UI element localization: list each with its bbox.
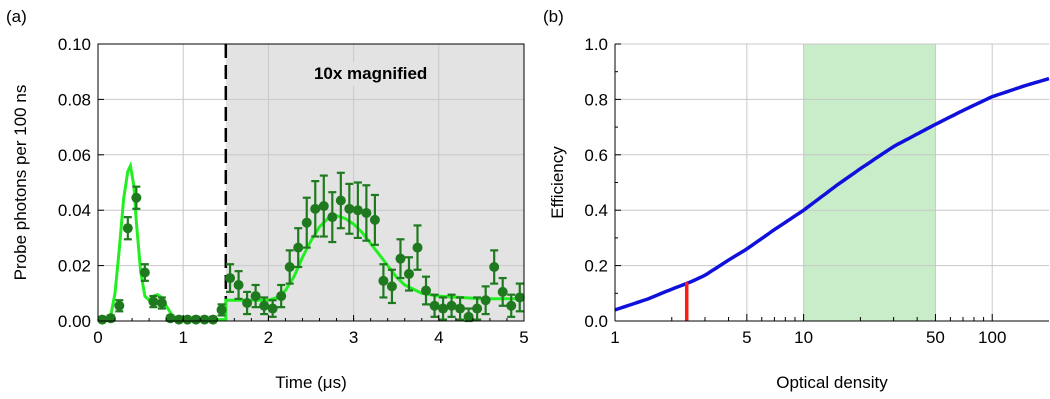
x-axis-label: Optical density bbox=[776, 373, 888, 392]
data-point bbox=[131, 192, 142, 203]
data-point bbox=[114, 300, 125, 311]
data-point bbox=[267, 303, 278, 314]
x-tick-label: 2 bbox=[264, 328, 273, 347]
fit-curve bbox=[98, 160, 524, 322]
data-point bbox=[421, 285, 432, 296]
data-point bbox=[199, 314, 210, 325]
data-point bbox=[105, 313, 116, 324]
annotation-text: 10x magnified bbox=[314, 64, 427, 83]
data-point bbox=[182, 314, 193, 325]
x-tick-label: 1 bbox=[610, 328, 619, 347]
data-point bbox=[318, 201, 329, 212]
data-point bbox=[412, 242, 423, 253]
data-points bbox=[97, 171, 525, 325]
y-tick-label: 0.2 bbox=[584, 257, 608, 276]
data-point bbox=[208, 314, 219, 325]
data-point bbox=[463, 311, 474, 322]
panel-a-chart: 0 1 2 3 4 5 0.00 0.02 0.04 0.06 0.08 0.10 (a) 10x m… bbox=[6, 7, 529, 392]
data-point bbox=[242, 297, 253, 308]
data-point bbox=[395, 253, 406, 264]
x-tick-label: 100 bbox=[978, 328, 1006, 347]
data-point bbox=[446, 300, 457, 311]
panel-b-grid bbox=[615, 43, 1049, 321]
data-point bbox=[97, 314, 108, 325]
data-point bbox=[148, 296, 159, 307]
x-tick-label: 0 bbox=[93, 328, 102, 347]
data-point bbox=[173, 314, 184, 325]
data-point bbox=[259, 300, 270, 311]
x-tick-label: 3 bbox=[349, 328, 358, 347]
data-point bbox=[429, 300, 440, 311]
x-tick-label: 50 bbox=[926, 328, 945, 347]
data-point bbox=[386, 281, 397, 292]
data-point bbox=[122, 223, 133, 234]
data-point bbox=[378, 275, 389, 286]
data-point bbox=[293, 242, 304, 253]
data-point bbox=[233, 279, 244, 290]
y-axis-label: Probe photons per 100 ns bbox=[11, 85, 30, 281]
optical-density-range-shading bbox=[803, 44, 936, 321]
data-point bbox=[335, 195, 346, 206]
data-point bbox=[276, 291, 287, 302]
y-tick-label: 0.8 bbox=[584, 90, 608, 109]
panel-b-chart: 1 5 10 50 100 0.0 0.2 0.4 0.6 0.8 1.0 (b) Optical … bbox=[543, 7, 1050, 392]
data-point bbox=[369, 214, 380, 225]
data-point bbox=[310, 203, 321, 214]
x-axis-label: Time (μs) bbox=[275, 373, 347, 392]
data-point bbox=[190, 314, 201, 325]
data-point bbox=[361, 207, 372, 218]
data-point bbox=[472, 303, 483, 314]
panel-a-label: (a) bbox=[6, 7, 27, 26]
x-tick-label: 5 bbox=[519, 328, 528, 347]
y-tick-label: 0.10 bbox=[58, 35, 91, 54]
data-point bbox=[455, 303, 466, 314]
y-tick-label: 0.00 bbox=[58, 312, 91, 331]
magnified-annotation: 10x magnified bbox=[310, 62, 431, 86]
y-tick-label: 0.08 bbox=[58, 90, 91, 109]
data-point bbox=[216, 304, 227, 315]
data-point bbox=[497, 286, 508, 297]
y-axis-label: Efficiency bbox=[548, 146, 567, 219]
data-point bbox=[506, 300, 517, 311]
data-point bbox=[284, 261, 295, 272]
annotation-background bbox=[310, 62, 431, 86]
data-point bbox=[344, 203, 355, 214]
data-point bbox=[352, 205, 363, 216]
panel-a-ticks: 0 1 2 3 4 5 0.00 0.02 0.04 0.06 0.08 0.10 bbox=[58, 35, 529, 347]
y-tick-label: 1.0 bbox=[584, 35, 608, 54]
y-tick-label: 0.06 bbox=[58, 146, 91, 165]
y-tick-label: 0.04 bbox=[58, 201, 91, 220]
data-point bbox=[489, 261, 500, 272]
y-tick-label: 0.0 bbox=[584, 312, 608, 331]
y-tick-label: 0.6 bbox=[584, 146, 608, 165]
data-point bbox=[403, 268, 414, 279]
data-point bbox=[165, 313, 176, 324]
data-point bbox=[301, 217, 312, 228]
data-point bbox=[250, 291, 261, 302]
magnified-region-shading bbox=[225, 44, 525, 321]
data-point bbox=[156, 297, 167, 308]
y-tick-label: 0.4 bbox=[584, 201, 608, 220]
data-point bbox=[514, 292, 525, 303]
data-point bbox=[438, 303, 449, 314]
x-tick-label: 1 bbox=[178, 328, 187, 347]
data-point bbox=[480, 295, 491, 306]
data-point bbox=[327, 212, 338, 223]
y-tick-label: 0.02 bbox=[58, 257, 91, 276]
panel-b-ticks: 1 5 10 50 100 0.0 0.2 0.4 0.6 0.8 1.0 bbox=[584, 35, 1006, 347]
x-tick-label: 4 bbox=[434, 328, 443, 347]
data-point bbox=[139, 267, 150, 278]
panel-b-label: (b) bbox=[543, 7, 564, 26]
x-tick-label: 5 bbox=[742, 328, 751, 347]
panel-a-frame bbox=[97, 43, 525, 322]
data-point bbox=[225, 273, 236, 284]
x-tick-label: 10 bbox=[794, 328, 813, 347]
